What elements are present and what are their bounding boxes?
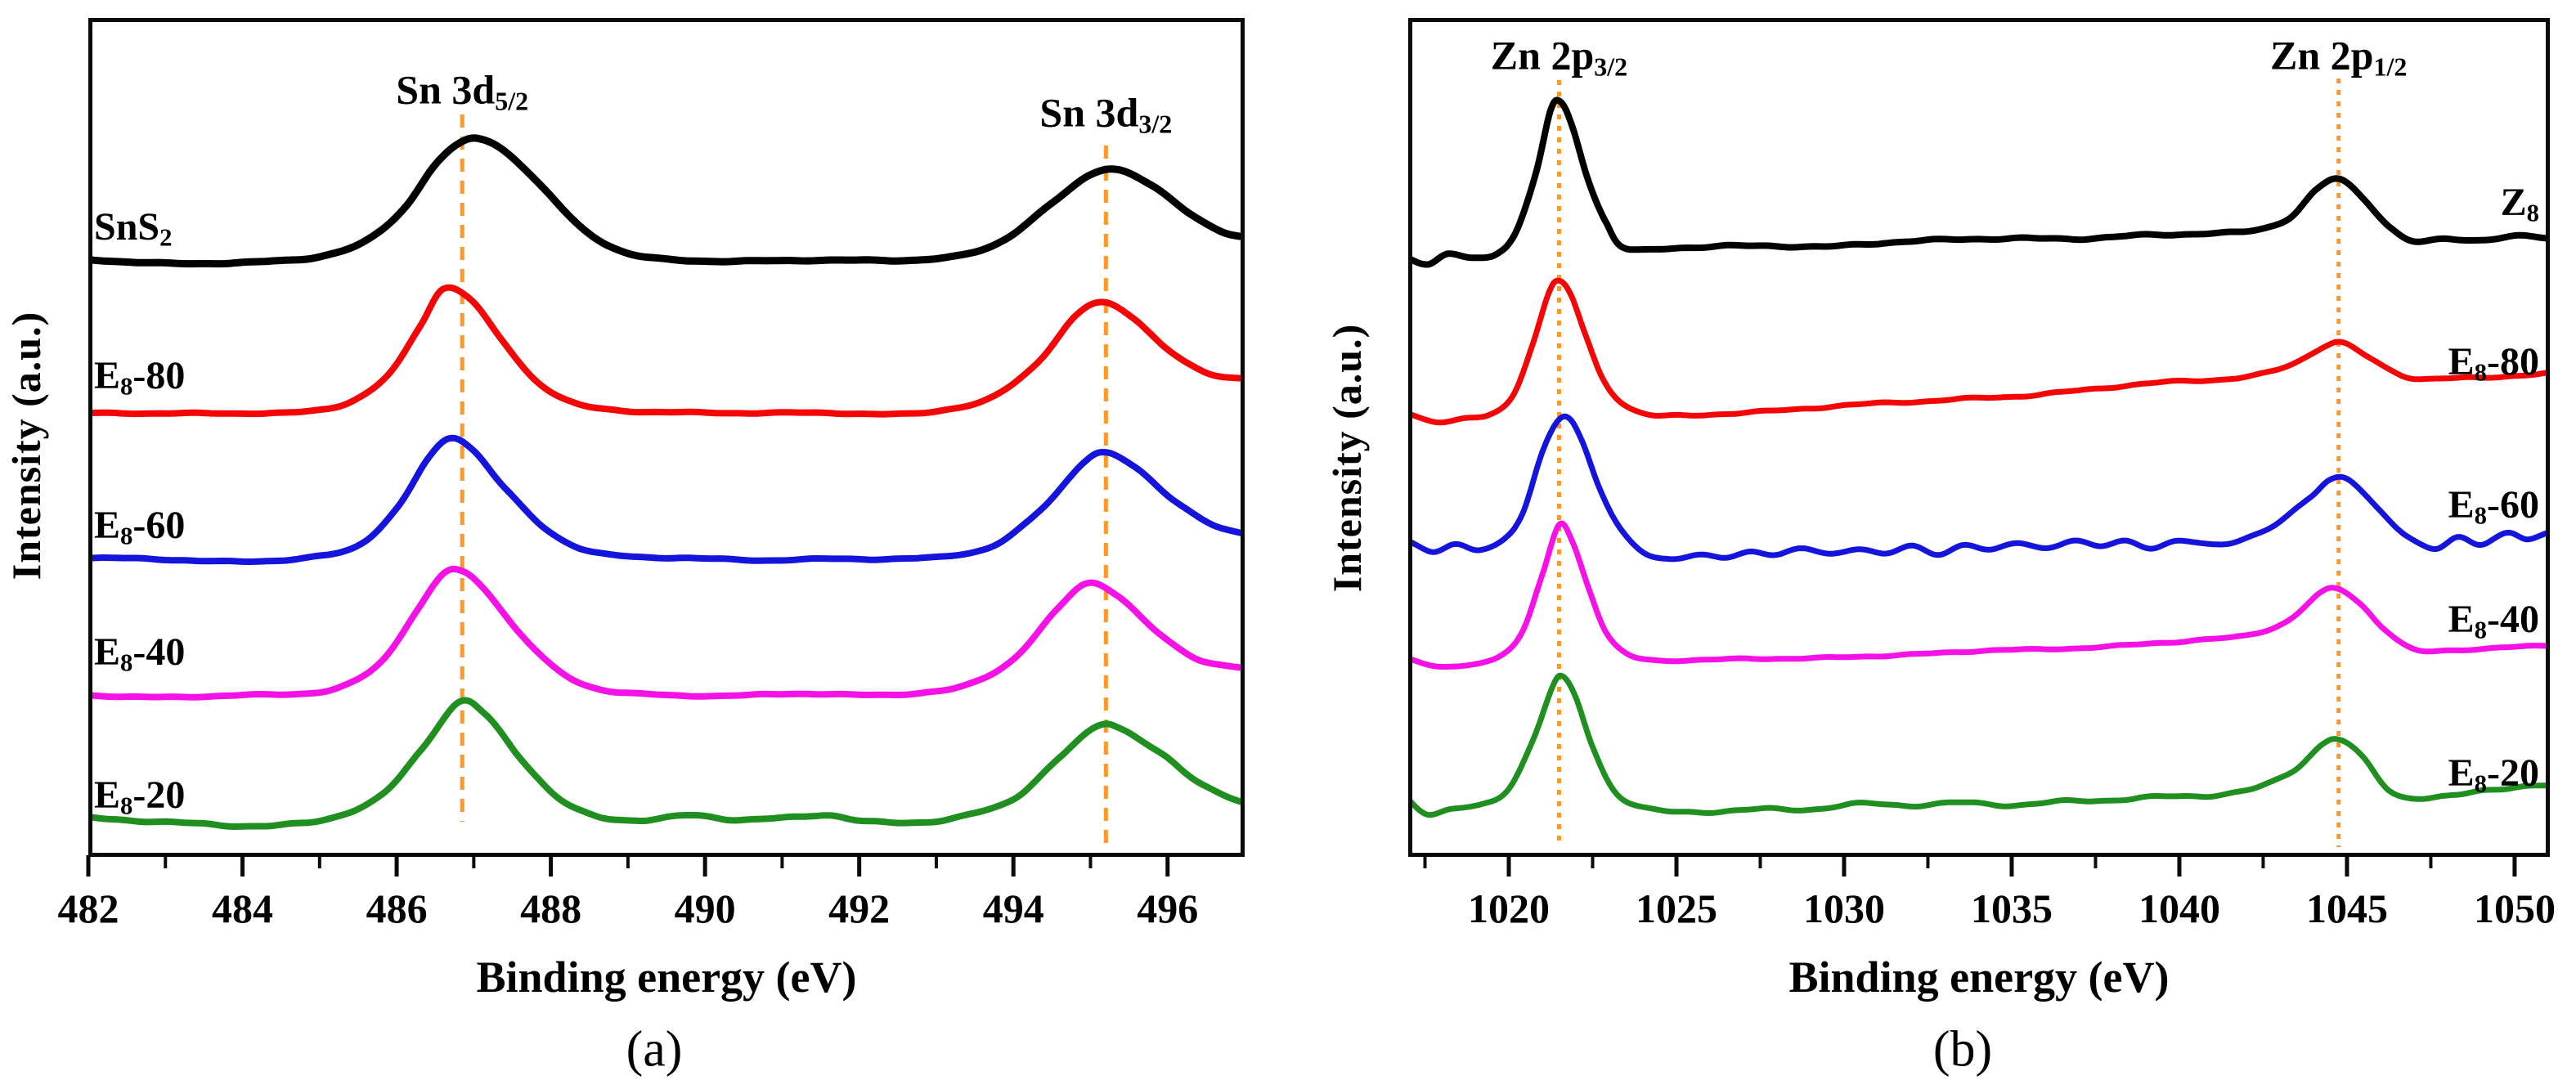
series-label-e8-20: E8-20	[94, 773, 186, 820]
x-tick-label: 1035	[1970, 885, 2053, 931]
x-tick-label: 496	[1137, 885, 1199, 931]
series-label-e8-40: E8-40	[94, 630, 186, 677]
panel-caption-b: (b)	[1932, 1021, 1993, 1078]
series-label-e8-60: E8-60	[2448, 483, 2539, 530]
panel-a-plot	[86, 18, 1245, 877]
spectrum-curve-e8-60	[1411, 413, 2547, 563]
x-tick-label: 490	[674, 885, 736, 931]
x-tick-label: 1020	[1467, 885, 1550, 931]
x-tick-label: 1025	[1635, 885, 1717, 931]
spectrum-curve-e8-40	[1411, 520, 2547, 670]
series-label-e8-60: E8-60	[94, 504, 186, 550]
x-tick-label: 1050	[2473, 885, 2556, 931]
y-axis-label-a: Intensity (a.u.)	[3, 311, 49, 581]
spectrum-curve-e8-80	[1411, 277, 2547, 426]
x-tick-label: 486	[366, 885, 428, 931]
series-label-e8-20: E8-20	[2448, 751, 2539, 798]
x-tick-label: 1045	[2305, 885, 2388, 931]
peak-label-zn2p32: Zn 2p3/2	[1490, 32, 1628, 82]
series-label-e8-80: E8-80	[94, 354, 186, 401]
panel-caption-a: (a)	[626, 1021, 683, 1078]
spectrum-curve-e8-80	[92, 284, 1241, 418]
panel-a-x-ticks	[86, 855, 1170, 877]
panel-b-curves	[1411, 96, 2547, 818]
series-label-e8-80: E8-80	[2448, 340, 2539, 387]
spectrum-curve-sns2	[92, 134, 1241, 268]
x-tick-label: 482	[57, 885, 119, 931]
x-tick-label: 488	[520, 885, 582, 931]
spectrum-curve-z8	[1411, 96, 2547, 268]
spectrum-curve-e8-20	[1411, 672, 2547, 818]
panel-b-x-ticks	[1423, 855, 2517, 877]
panel-a-curves	[92, 134, 1241, 830]
peak-label-sn3d32: Sn 3d3/2	[1039, 89, 1173, 139]
x-tick-label: 484	[212, 885, 274, 931]
x-axis-label-a: Binding energy (eV)	[476, 953, 857, 1002]
panel-b-plot	[1408, 18, 2550, 877]
spectrum-curve-e8-60	[92, 434, 1241, 565]
x-tick-label: 1040	[2138, 885, 2220, 931]
spectrum-curve-e8-20	[92, 697, 1241, 830]
panel-a-frame	[88, 18, 1245, 857]
peak-label-zn2p12: Zn 2p1/2	[2270, 32, 2408, 82]
series-label-e8-40: E8-40	[2448, 598, 2539, 644]
x-tick-label: 492	[828, 885, 891, 931]
y-axis-label-b: Intensity (a.u.)	[1324, 323, 1370, 593]
peak-label-sn3d52: Sn 3d5/2	[396, 66, 529, 116]
series-label-z8: Z8	[2500, 181, 2539, 227]
panel-b-frame	[1408, 18, 2550, 857]
spectrum-curve-e8-40	[92, 565, 1241, 701]
x-tick-label: 1030	[1802, 885, 1885, 931]
x-tick-label: 494	[982, 885, 1044, 931]
x-axis-label-b: Binding energy (eV)	[1788, 953, 2170, 1002]
series-label-sns2: SnS2	[94, 205, 173, 252]
